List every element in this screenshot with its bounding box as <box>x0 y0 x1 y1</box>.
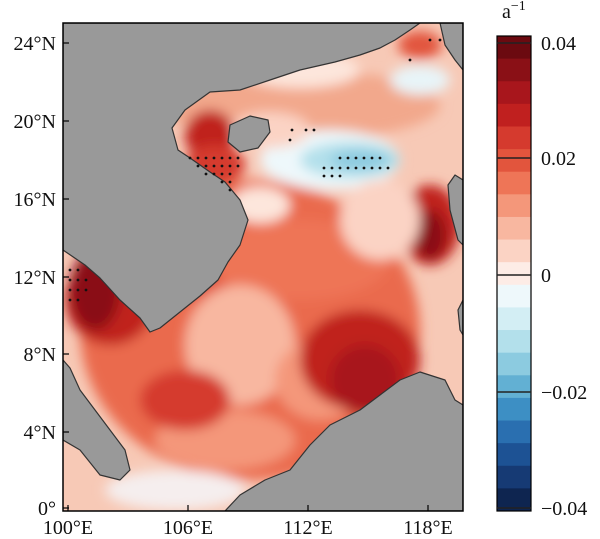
colorbar-swatch <box>497 488 531 512</box>
colorbar-swatch <box>497 171 531 195</box>
colorbar-swatch <box>497 239 531 263</box>
colorbar-tick-label: −0.04 <box>541 498 587 520</box>
significance-dots <box>68 38 442 302</box>
lat-label: 16°N <box>14 189 56 211</box>
land-palawan <box>457 299 463 336</box>
lon-label: 100°E <box>43 517 93 539</box>
colorbar-swatch <box>497 330 531 354</box>
colorbar-swatch <box>497 194 531 218</box>
colorbar-frame <box>496 35 532 512</box>
colorbar-swatch <box>497 216 531 241</box>
colorbar-swatch <box>497 443 531 467</box>
lat-label: 8°N <box>24 344 56 366</box>
colorbar-tick-label: 0 <box>541 265 551 287</box>
land-borneo <box>224 371 463 511</box>
colorbar-swatch <box>497 81 531 105</box>
colorbar-swatch <box>497 352 531 376</box>
colorbar-swatch <box>497 375 531 399</box>
land-hainan <box>227 115 271 153</box>
map-area <box>63 23 463 511</box>
lat-label: 4°N <box>24 422 56 444</box>
colorbar-swatch <box>497 420 531 444</box>
colorbar-tick-label: 0.04 <box>541 33 576 55</box>
colorbar-swatch <box>497 262 531 286</box>
colorbar-swatch <box>497 397 531 422</box>
lon-label: 118°E <box>403 517 452 539</box>
colorbar-swatch <box>497 103 531 127</box>
land-taiwan <box>439 23 463 71</box>
land-luzon <box>447 174 463 246</box>
colorbar-swatch <box>497 284 531 308</box>
lat-label: 24°N <box>14 33 56 55</box>
land-malay-peninsula <box>63 359 131 481</box>
colorbar-tick-label: −0.02 <box>541 382 587 404</box>
colorbar-swatch <box>497 149 531 173</box>
colorbar-swatch <box>497 307 531 331</box>
colorbar-tick-label: 0.02 <box>541 148 576 170</box>
map-frame <box>62 22 464 512</box>
lat-label: 0° <box>38 498 56 520</box>
lat-label: 12°N <box>14 267 56 289</box>
lon-label: 106°E <box>163 517 213 539</box>
colorbar-swatch <box>497 126 531 150</box>
colorbar-unit: a−1 <box>502 0 526 23</box>
colorbar: 0.04 0.02 0 −0.02 −0.04 <box>496 33 587 520</box>
colorbar-swatch <box>497 36 531 60</box>
lat-axis: 24°N 20°N 16°N 12°N 8°N 4°N 0° <box>14 33 69 520</box>
land-mainland-asia <box>63 23 421 333</box>
lon-axis: 100°E 106°E 112°E 118°E <box>43 505 453 539</box>
land <box>63 23 463 511</box>
lon-label: 112°E <box>283 517 332 539</box>
lat-label: 20°N <box>14 111 56 133</box>
colorbar-swatch <box>497 58 531 82</box>
colorbar-swatch <box>497 465 531 489</box>
